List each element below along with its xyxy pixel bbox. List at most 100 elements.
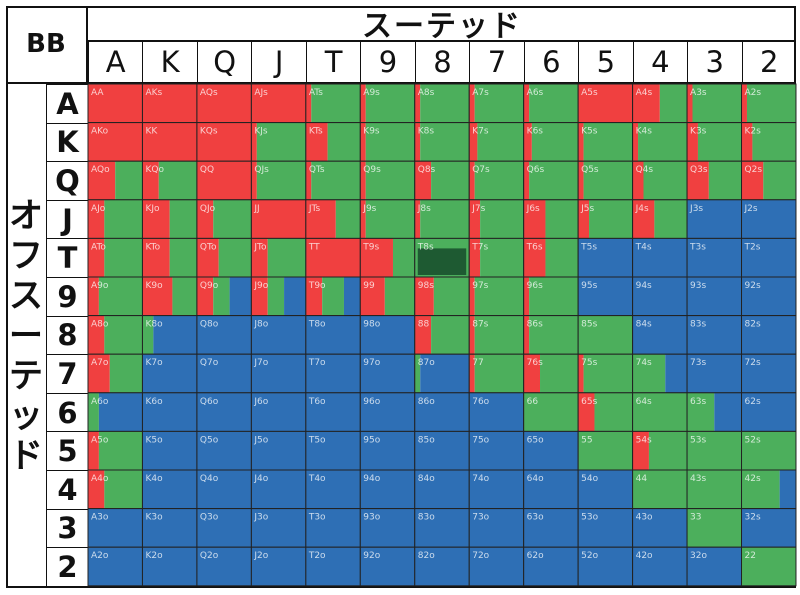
hand-cell-AQs[interactable]: AQs <box>196 83 252 124</box>
hand-cell-AJs[interactable]: AJs <box>250 83 307 124</box>
hand-cell-K8s[interactable]: K8s <box>414 122 470 162</box>
hand-cell-KK[interactable]: KK <box>141 122 198 162</box>
hand-cell-JJ[interactable]: JJ <box>250 199 307 239</box>
hand-cell-KQs[interactable]: KQs <box>196 122 252 162</box>
hand-cell-75o[interactable]: 75o <box>468 430 525 471</box>
hand-cell-AKo[interactable]: AKo <box>87 122 143 162</box>
hand-cell-Q7o[interactable]: Q7o <box>196 353 252 394</box>
hand-cell-84s[interactable]: 84s <box>632 315 688 355</box>
hand-cell-J7o[interactable]: J7o <box>250 353 307 394</box>
hand-cell-76s[interactable]: 76s <box>523 353 579 394</box>
hand-cell-92o[interactable]: 92o <box>359 546 416 587</box>
hand-cell-K3o[interactable]: K3o <box>141 508 198 548</box>
hand-cell-K5o[interactable]: K5o <box>141 430 198 471</box>
hand-cell-K3s[interactable]: K3s <box>686 122 743 162</box>
hand-cell-ATo[interactable]: ATo <box>87 237 143 278</box>
hand-cell-J4s[interactable]: J4s <box>632 199 688 239</box>
hand-cell-87s[interactable]: 87s <box>468 315 525 355</box>
hand-cell-Q3s[interactable]: Q3s <box>686 160 743 201</box>
hand-cell-T6o[interactable]: T6o <box>305 392 361 432</box>
hand-cell-J2o[interactable]: J2o <box>250 546 307 587</box>
hand-cell-Q5s[interactable]: Q5s <box>577 160 634 201</box>
hand-cell-TT[interactable]: TT <box>305 237 361 278</box>
hand-cell-A4o[interactable]: A4o <box>87 469 143 510</box>
hand-cell-A7s[interactable]: A7s <box>468 83 525 124</box>
hand-cell-44[interactable]: 44 <box>632 469 688 510</box>
hand-cell-A4s[interactable]: A4s <box>632 83 688 124</box>
hand-cell-Q3o[interactable]: Q3o <box>196 508 252 548</box>
hand-cell-A7o[interactable]: A7o <box>87 353 143 394</box>
hand-cell-32o[interactable]: 32o <box>686 546 743 587</box>
hand-cell-Q8o[interactable]: Q8o <box>196 315 252 355</box>
hand-cell-J4o[interactable]: J4o <box>250 469 307 510</box>
hand-cell-63o[interactable]: 63o <box>523 508 579 548</box>
hand-cell-K8o[interactable]: K8o <box>141 315 198 355</box>
hand-cell-83s[interactable]: 83s <box>686 315 743 355</box>
hand-cell-A9o[interactable]: A9o <box>87 276 143 317</box>
hand-cell-73s[interactable]: 73s <box>686 353 743 394</box>
hand-cell-KTs[interactable]: KTs <box>305 122 361 162</box>
hand-cell-K7s[interactable]: K7s <box>468 122 525 162</box>
hand-cell-Q4s[interactable]: Q4s <box>632 160 688 201</box>
hand-cell-K4o[interactable]: K4o <box>141 469 198 510</box>
hand-cell-75s[interactable]: 75s <box>577 353 634 394</box>
hand-cell-JTo[interactable]: JTo <box>250 237 307 278</box>
hand-cell-AQo[interactable]: AQo <box>87 160 143 201</box>
hand-cell-T7o[interactable]: T7o <box>305 353 361 394</box>
hand-cell-A3s[interactable]: A3s <box>686 83 743 124</box>
hand-cell-74o[interactable]: 74o <box>468 469 525 510</box>
hand-cell-62s[interactable]: 62s <box>741 392 797 432</box>
hand-cell-T2o[interactable]: T2o <box>305 546 361 587</box>
hand-cell-ATs[interactable]: ATs <box>305 83 361 124</box>
hand-cell-J9s[interactable]: J9s <box>359 199 416 239</box>
hand-cell-33[interactable]: 33 <box>686 508 743 548</box>
hand-cell-T9o[interactable]: T9o <box>305 276 361 317</box>
hand-cell-T8o[interactable]: T8o <box>305 315 361 355</box>
hand-cell-Q8s[interactable]: Q8s <box>414 160 470 201</box>
hand-cell-J8o[interactable]: J8o <box>250 315 307 355</box>
hand-cell-85o[interactable]: 85o <box>414 430 470 471</box>
hand-cell-94s[interactable]: 94s <box>632 276 688 317</box>
hand-cell-87o[interactable]: 87o <box>414 353 470 394</box>
hand-cell-T4s[interactable]: T4s <box>632 237 688 278</box>
hand-cell-94o[interactable]: 94o <box>359 469 416 510</box>
hand-cell-KQo[interactable]: KQo <box>141 160 198 201</box>
hand-cell-T5o[interactable]: T5o <box>305 430 361 471</box>
hand-cell-A8o[interactable]: A8o <box>87 315 143 355</box>
hand-cell-54o[interactable]: 54o <box>577 469 634 510</box>
hand-cell-K4s[interactable]: K4s <box>632 122 688 162</box>
hand-cell-86o[interactable]: 86o <box>414 392 470 432</box>
hand-cell-Q6o[interactable]: Q6o <box>196 392 252 432</box>
hand-cell-43o[interactable]: 43o <box>632 508 688 548</box>
hand-cell-65o[interactable]: 65o <box>523 430 579 471</box>
hand-cell-42o[interactable]: 42o <box>632 546 688 587</box>
hand-cell-Q7s[interactable]: Q7s <box>468 160 525 201</box>
hand-cell-K9o[interactable]: K9o <box>141 276 198 317</box>
hand-cell-95s[interactable]: 95s <box>577 276 634 317</box>
hand-cell-AA[interactable]: AA <box>87 83 143 124</box>
hand-cell-K7o[interactable]: K7o <box>141 353 198 394</box>
hand-cell-J3s[interactable]: J3s <box>686 199 743 239</box>
hand-cell-T5s[interactable]: T5s <box>577 237 634 278</box>
hand-cell-J5s[interactable]: J5s <box>577 199 634 239</box>
hand-cell-92s[interactable]: 92s <box>741 276 797 317</box>
hand-cell-72o[interactable]: 72o <box>468 546 525 587</box>
hand-cell-84o[interactable]: 84o <box>414 469 470 510</box>
hand-cell-96o[interactable]: 96o <box>359 392 416 432</box>
hand-cell-62o[interactable]: 62o <box>523 546 579 587</box>
hand-cell-J6o[interactable]: J6o <box>250 392 307 432</box>
hand-cell-82s[interactable]: 82s <box>741 315 797 355</box>
hand-cell-A2s[interactable]: A2s <box>741 83 797 124</box>
hand-cell-54s[interactable]: 54s <box>632 430 688 471</box>
hand-cell-A9s[interactable]: A9s <box>359 83 416 124</box>
hand-cell-72s[interactable]: 72s <box>741 353 797 394</box>
hand-cell-53s[interactable]: 53s <box>686 430 743 471</box>
hand-cell-55[interactable]: 55 <box>577 430 634 471</box>
hand-cell-43s[interactable]: 43s <box>686 469 743 510</box>
hand-cell-J2s[interactable]: J2s <box>741 199 797 239</box>
hand-cell-A2o[interactable]: A2o <box>87 546 143 587</box>
hand-cell-AKs[interactable]: AKs <box>141 83 198 124</box>
hand-cell-99[interactable]: 99 <box>359 276 416 317</box>
hand-cell-82o[interactable]: 82o <box>414 546 470 587</box>
hand-cell-KJs[interactable]: KJs <box>250 122 307 162</box>
